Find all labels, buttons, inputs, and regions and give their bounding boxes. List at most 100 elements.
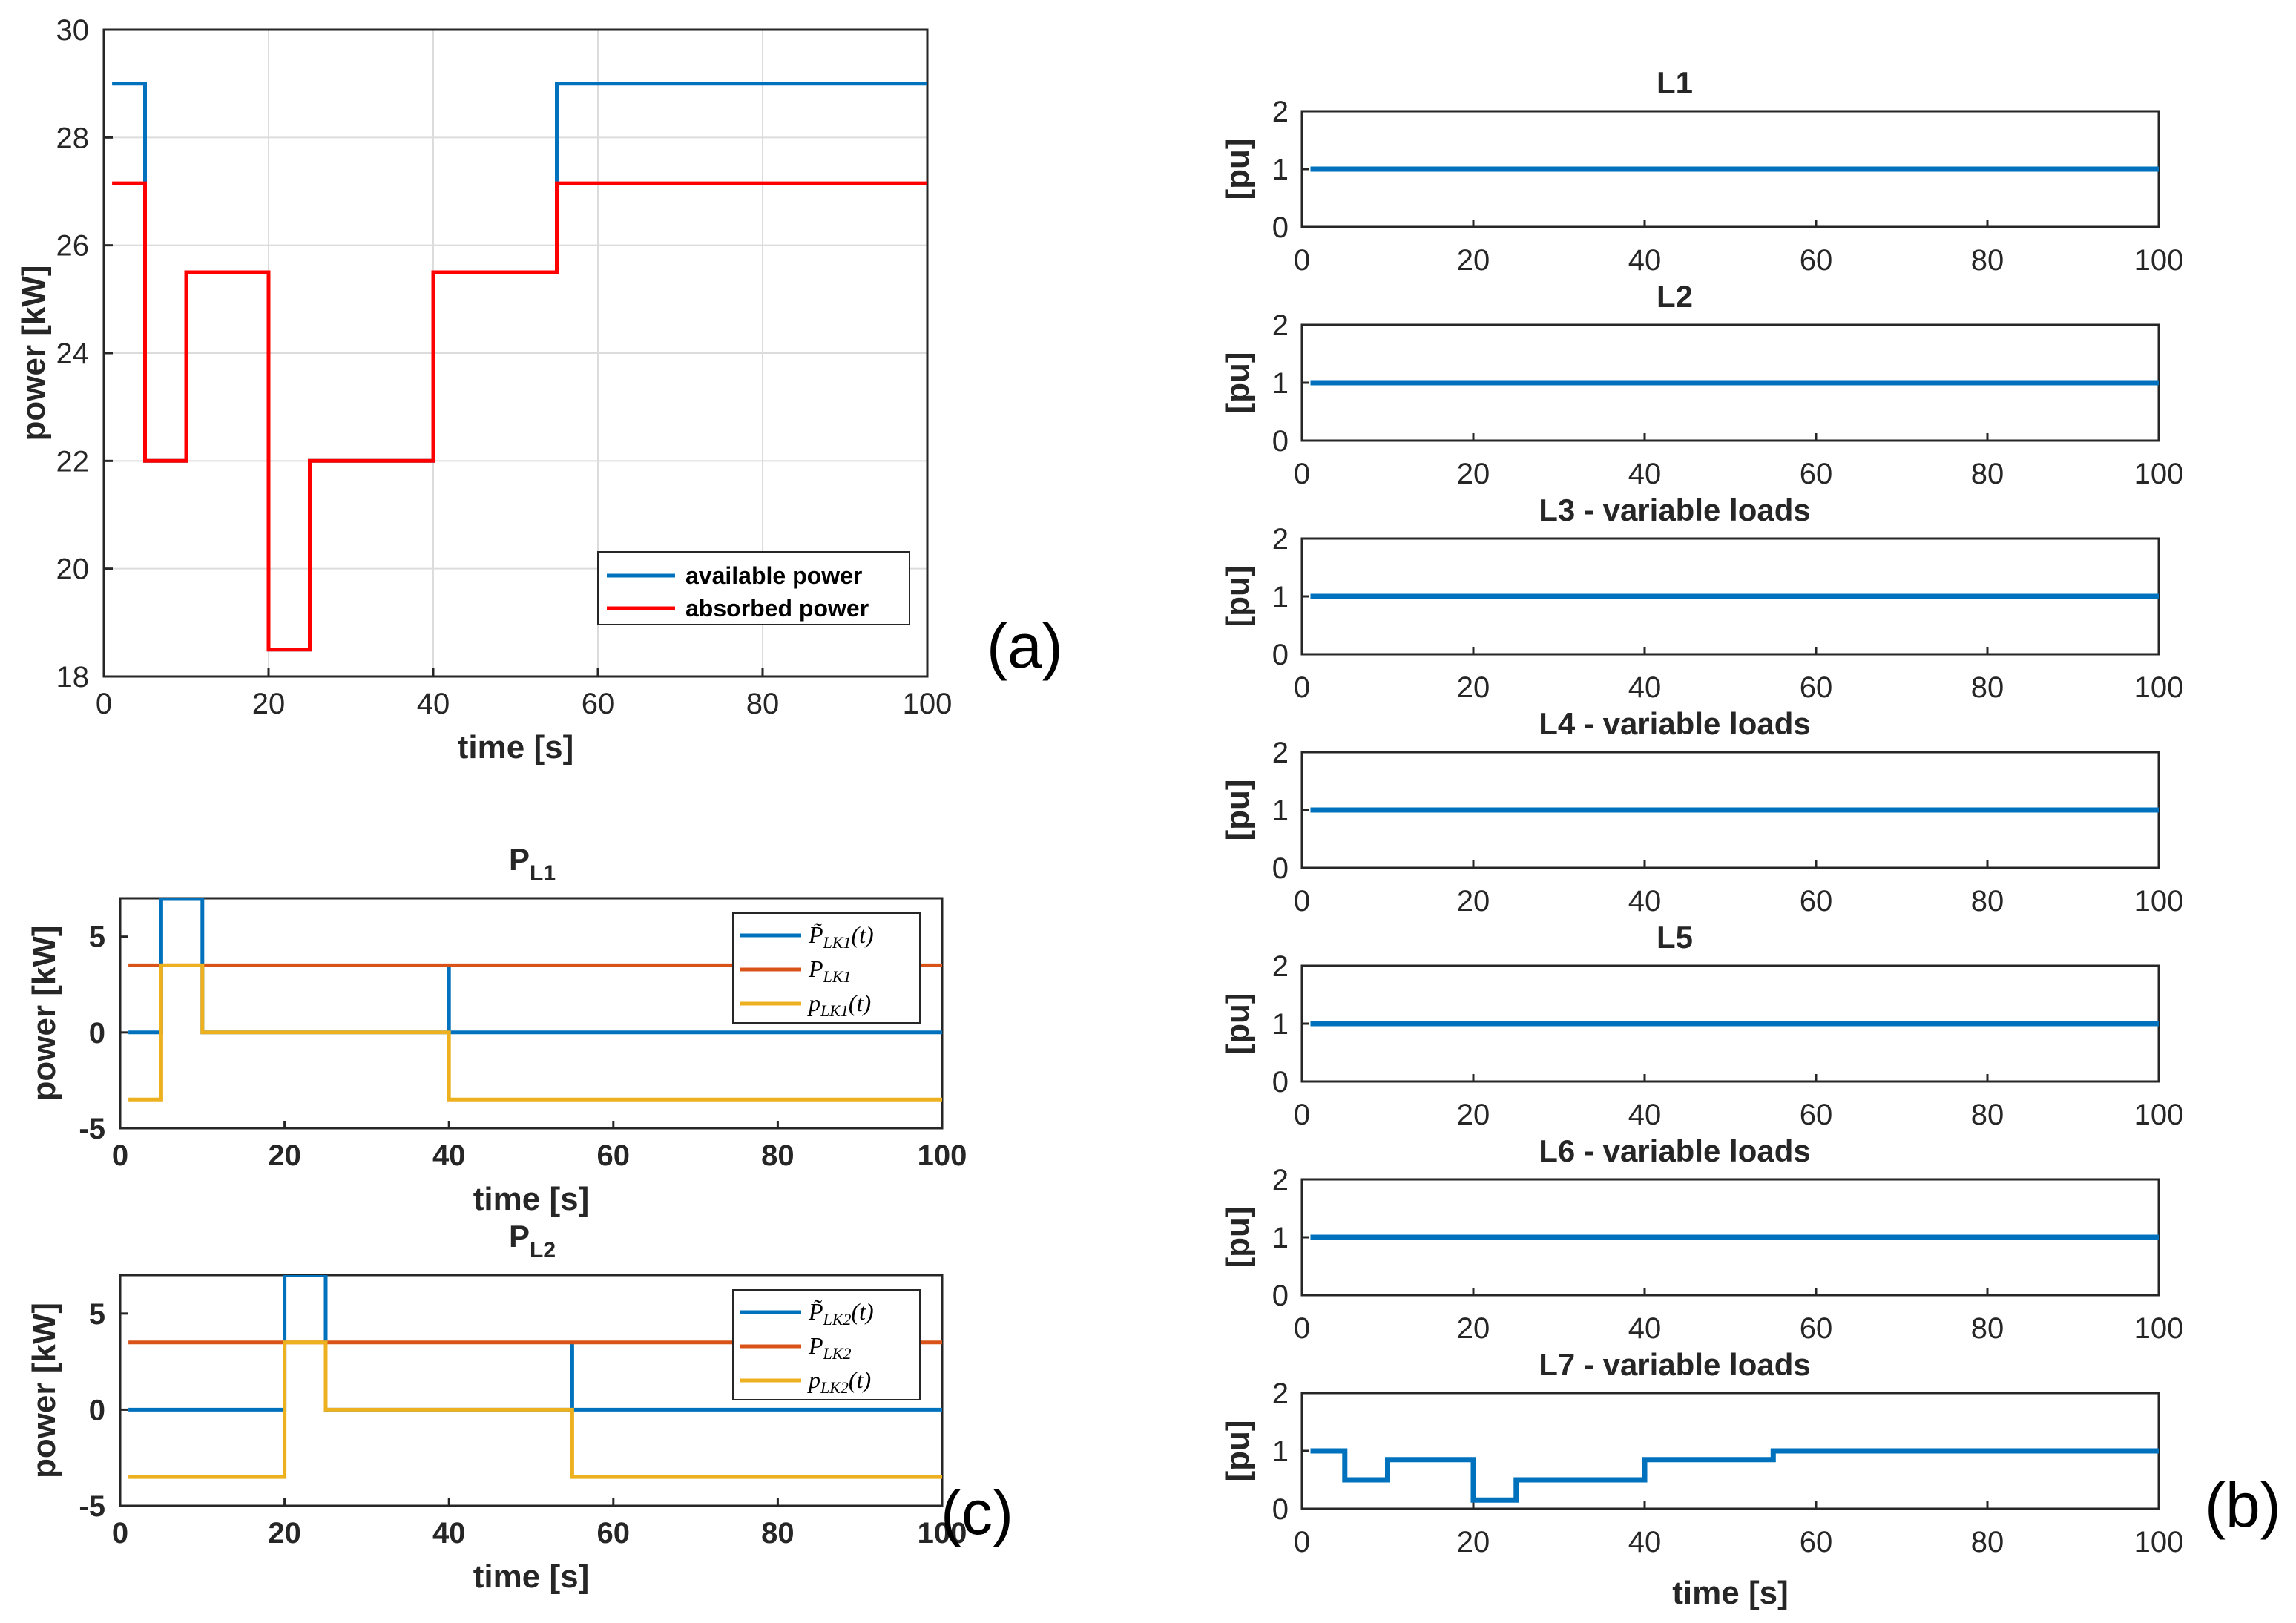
x-tick-label: 20 <box>268 1139 301 1172</box>
chart-title: L4 - variable loads <box>1539 706 1810 741</box>
y-tick-label: 2 <box>1272 737 1289 769</box>
x-tick-label: 80 <box>1971 671 2004 704</box>
x-axis-label: time [s] <box>1672 1575 1788 1611</box>
y-tick-label: 0 <box>1272 425 1289 458</box>
x-tick-label: 80 <box>1971 1526 2004 1558</box>
x-tick-label: 20 <box>1457 244 1490 277</box>
x-tick-label: 60 <box>1800 244 1833 277</box>
y-axis-label: [pu] <box>1220 352 1256 413</box>
y-tick-label: 18 <box>56 661 90 694</box>
x-tick-label: 40 <box>1628 244 1662 277</box>
legend-entry-sub: LK2 <box>820 1378 849 1397</box>
y-tick-label: -5 <box>79 1490 105 1523</box>
legend: available power absorbed power <box>597 551 910 625</box>
y-tick-label: 5 <box>89 921 105 954</box>
legend-entry-tail: (t) <box>851 1298 873 1325</box>
x-tick-label: 20 <box>268 1517 301 1550</box>
y-tick-label: 2 <box>1272 309 1289 342</box>
chart-b4: 0 20 40 60 80 100 0 1 2 [pu] L4 - variable loads <box>1220 706 2183 918</box>
x-tick-label: 100 <box>2134 1526 2184 1558</box>
chart-b1: 0 20 40 60 80 100 0 1 2 [pu] L1 <box>1220 65 2183 277</box>
x-tick-label: 60 <box>582 688 615 720</box>
panel-label-c: (c) <box>941 1478 1013 1547</box>
x-tick-label: 20 <box>252 688 286 720</box>
y-tick-label: 1 <box>1272 1435 1289 1468</box>
chart-title-sub: L1 <box>530 861 556 886</box>
x-tick-label: 0 <box>1294 458 1310 490</box>
x-tick-label: 0 <box>112 1139 128 1172</box>
x-tick-label: 20 <box>1457 671 1490 704</box>
x-tick-label: 0 <box>112 1517 128 1550</box>
x-tick-label: 100 <box>918 1517 967 1550</box>
chart-title-sub: L2 <box>530 1238 556 1262</box>
y-tick-label: 1 <box>1272 1008 1289 1041</box>
x-tick-label: 40 <box>432 1139 466 1172</box>
x-tick-label: 80 <box>761 1139 795 1172</box>
x-tick-label: 20 <box>1457 885 1490 918</box>
x-tick-label: 40 <box>1628 458 1662 490</box>
x-tick-label: 0 <box>1294 1312 1310 1345</box>
y-axis-label: power [kW] <box>26 1303 62 1478</box>
y-tick-label: 2 <box>1272 950 1289 983</box>
y-tick-label: 0 <box>1272 211 1289 244</box>
y-tick-label: 1 <box>1272 367 1289 400</box>
x-tick-label: 60 <box>597 1139 631 1172</box>
x-tick-label: 60 <box>1800 885 1833 918</box>
y-tick-label: -5 <box>79 1113 105 1145</box>
y-tick-label: 26 <box>56 230 90 263</box>
chart-a: 0 20 40 60 80 100 18 20 22 24 26 28 30 time [s] power … <box>16 14 1063 766</box>
x-tick-label: 80 <box>746 688 780 720</box>
x-tick-label: 0 <box>1294 671 1310 704</box>
chart-b3: 0 20 40 60 80 100 0 1 2 [pu] L3 - variable loads <box>1220 493 2183 704</box>
x-tick-label: 60 <box>1800 1099 1833 1131</box>
series-line-2 <box>112 181 927 652</box>
x-axis-label: time [s] <box>473 1558 589 1595</box>
y-axis-label: [pu] <box>1220 1206 1256 1268</box>
panel-label-b: (b) <box>2205 1470 2281 1540</box>
x-tick-label: 100 <box>918 1139 967 1172</box>
y-tick-label: 0 <box>1272 1280 1289 1312</box>
y-tick-label: 2 <box>1272 523 1289 556</box>
chart-title: L7 - variable loads <box>1539 1347 1810 1382</box>
x-tick-label: 40 <box>1628 1526 1662 1558</box>
y-tick-label: 5 <box>89 1298 105 1331</box>
x-tick-label: 20 <box>1457 1526 1490 1558</box>
legend-entry-sub: LK2 <box>823 1310 852 1329</box>
y-tick-label: 1 <box>1272 1222 1289 1254</box>
x-tick-label: 40 <box>432 1517 466 1550</box>
legend-entry: available power <box>685 562 862 589</box>
y-axis-label: power [kW] <box>16 265 52 441</box>
legend-entry-sub: LK1 <box>823 933 852 952</box>
chart-b2: 0 20 40 60 80 100 0 1 2 [pu] L2 <box>1220 279 2183 490</box>
x-axis-label: time [s] <box>458 729 573 766</box>
x-tick-label: 80 <box>1971 885 2004 918</box>
x-tick-label: 60 <box>1800 1526 1833 1558</box>
x-tick-label: 100 <box>2134 458 2184 490</box>
series-line-3 <box>128 963 942 1102</box>
y-tick-label: 0 <box>1272 639 1289 671</box>
chart-title: L1 <box>1657 65 1693 100</box>
y-tick-label: 2 <box>1272 1164 1289 1196</box>
x-tick-label: 80 <box>1971 458 2004 490</box>
x-tick-label: 40 <box>1628 1312 1662 1345</box>
y-axis-label: [pu] <box>1220 992 1256 1054</box>
y-tick-label: 30 <box>56 14 90 47</box>
y-axis-label: [pu] <box>1220 138 1256 200</box>
x-tick-label: 80 <box>1971 244 2004 277</box>
y-tick-label: 0 <box>89 1394 105 1426</box>
chart-title: L3 - variable loads <box>1539 493 1810 527</box>
x-tick-label: 40 <box>1628 885 1662 918</box>
legend-entry-sub: LK1 <box>823 967 852 986</box>
y-axis-label: power [kW] <box>26 925 62 1101</box>
y-tick-label: 1 <box>1272 581 1289 613</box>
x-tick-label: 100 <box>2134 671 2184 704</box>
x-tick-label: 60 <box>1800 671 1833 704</box>
x-tick-label: 60 <box>597 1517 631 1550</box>
y-tick-label: 1 <box>1272 154 1289 186</box>
legend-entry-tail: (t) <box>849 1366 871 1393</box>
x-tick-label: 100 <box>2134 244 2184 277</box>
